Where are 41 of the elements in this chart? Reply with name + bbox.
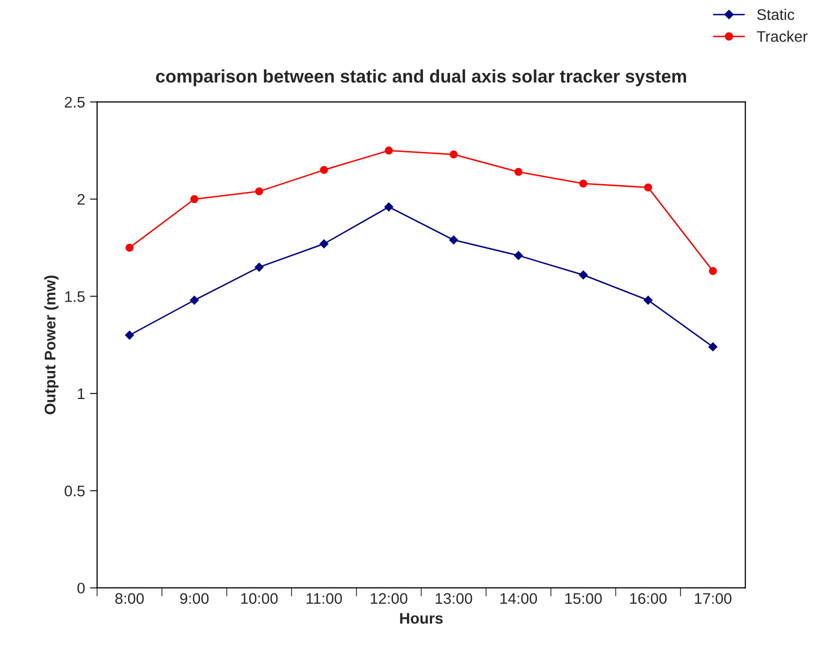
x-tick-label: 11:00	[306, 593, 342, 604]
point	[644, 183, 652, 192]
x-tick-label: 13:00	[436, 593, 472, 604]
point	[644, 296, 653, 305]
point	[578, 270, 588, 280]
point	[320, 166, 328, 174]
point	[708, 342, 718, 352]
x-tick-label: 14:00	[500, 593, 537, 604]
y-axis-title: Output Power (mw)	[44, 276, 59, 414]
x-tick-label: 16:00	[630, 593, 667, 604]
point	[449, 235, 458, 244]
point	[125, 330, 134, 340]
x-tick-label: 10:00	[241, 593, 278, 604]
x-tick-label: 17:00	[694, 593, 732, 604]
point	[126, 244, 134, 252]
point	[255, 187, 264, 196]
point	[708, 267, 717, 276]
x-tick-label: 9:00	[180, 593, 209, 604]
chart-title: comparison between static and dual axis solar tracker system	[156, 69, 686, 86]
y-tick-label: 0	[77, 582, 85, 594]
x-tick-label: 8:00	[115, 593, 144, 604]
y-tick-label: 1.5	[65, 291, 85, 302]
point	[320, 239, 328, 248]
y-tick-label: 0.5	[64, 486, 85, 496]
point	[450, 150, 458, 158]
x-axis-title: Hours	[400, 613, 443, 624]
point	[190, 296, 199, 305]
point	[514, 251, 523, 260]
point	[384, 202, 394, 212]
point	[254, 262, 264, 272]
point	[190, 195, 198, 204]
point	[384, 146, 393, 155]
x-tick-label: 12:00	[370, 593, 408, 604]
legend-label: Static	[757, 8, 794, 20]
point	[579, 180, 588, 188]
y-tick-label: 2	[78, 194, 85, 205]
y-tick-label: 1	[78, 388, 85, 400]
y-tick-label: 2.5	[64, 96, 85, 108]
x-tick-label: 15:00	[565, 593, 602, 604]
point	[514, 168, 522, 176]
legend-label: Tracker	[756, 30, 808, 42]
